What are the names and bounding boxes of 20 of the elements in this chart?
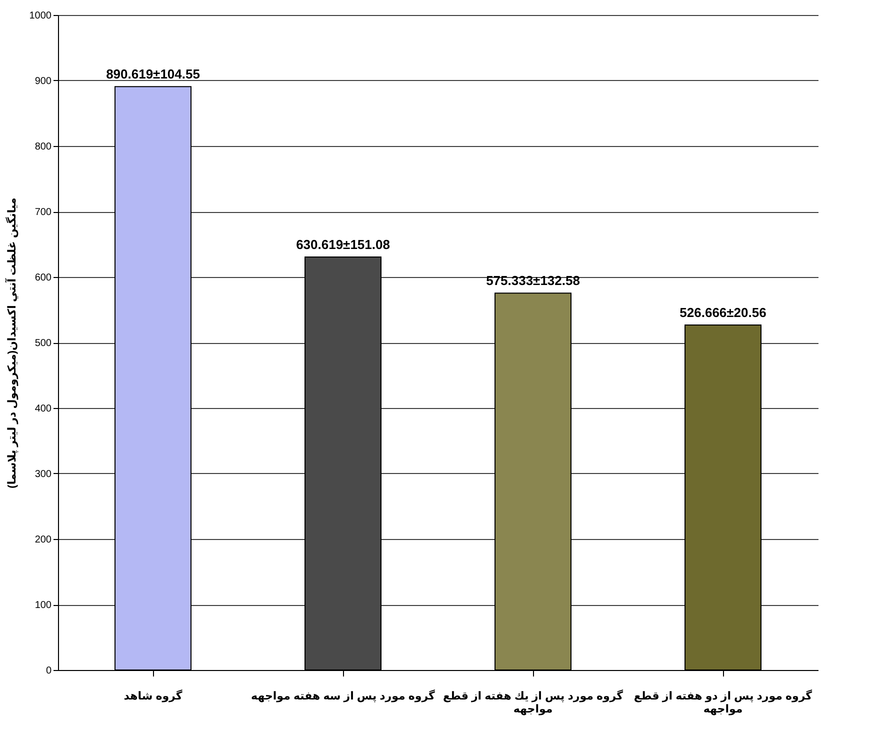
y-tick-label: 200: [34, 534, 52, 546]
y-tick-label: 100: [34, 600, 52, 611]
x-tick-label: گروه مورد پس از يك هفته از قطع مواجهه: [442, 690, 624, 716]
data-label: 630.619±151.08: [296, 236, 390, 252]
x-tick-label: گروه شاهد: [124, 690, 183, 702]
x-tick-label: گروه مورد پس از دو هفته از قطع مواجهه: [634, 690, 813, 716]
y-tick-label: 900: [34, 76, 52, 87]
data-label: 890.619±104.55: [106, 66, 200, 82]
data-label: 526.666±20.56: [680, 305, 766, 320]
y-axis-title: میانگین غلظت آنتي اکسيدان(میکرومول در لیتر پلاسما): [4, 198, 18, 488]
y-tick-label: 1000: [29, 10, 52, 22]
y-tick-label: 300: [34, 469, 52, 480]
x-tick-label: گروه مورد پس از سه هفته مواجهه: [251, 690, 436, 702]
y-tick-label: 500: [34, 338, 52, 349]
y-tick-label: 800: [34, 142, 52, 152]
y-tick-label: 600: [34, 272, 52, 284]
y-tick-label: 700: [34, 207, 52, 218]
data-label: 575.333±132.58: [486, 273, 580, 288]
y-tick-label: 0: [46, 666, 52, 676]
y-tick-label: 400: [34, 404, 52, 414]
